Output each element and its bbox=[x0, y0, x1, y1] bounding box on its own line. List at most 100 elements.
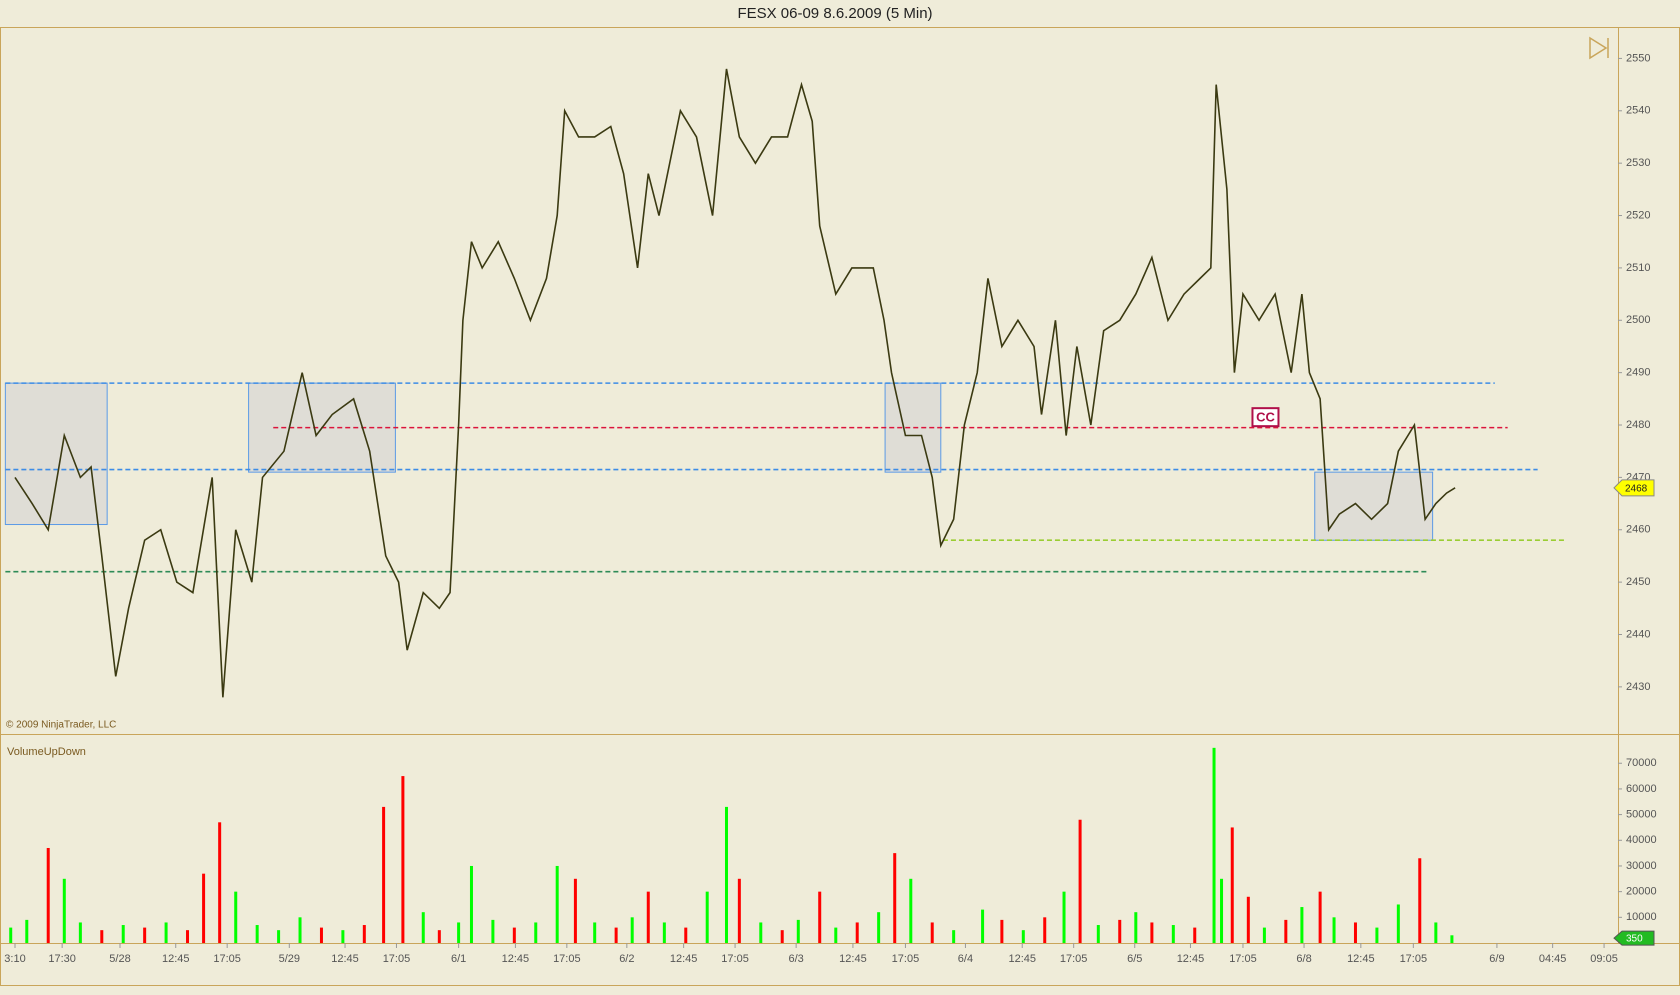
volume-bar bbox=[834, 927, 838, 943]
x-tick-label: 12:45 bbox=[502, 953, 530, 965]
y-tick-label: 20000 bbox=[1626, 886, 1657, 898]
volume-bar bbox=[930, 922, 934, 943]
volume-bar bbox=[1043, 917, 1047, 943]
volume-bar bbox=[1353, 922, 1357, 943]
volume-bar bbox=[255, 925, 259, 943]
volume-bar bbox=[646, 891, 650, 943]
y-tick-label: 2520 bbox=[1626, 209, 1650, 221]
y-tick-label: 2430 bbox=[1626, 681, 1650, 693]
volume-bar bbox=[662, 922, 666, 943]
volume-bar bbox=[401, 776, 405, 943]
range-box bbox=[1314, 471, 1434, 541]
x-tick-label: 17:05 bbox=[1060, 953, 1088, 965]
volume-bar bbox=[855, 922, 859, 943]
y-tick-label: 10000 bbox=[1626, 911, 1657, 923]
volume-bar bbox=[25, 919, 29, 943]
volume-bar bbox=[1096, 925, 1100, 943]
x-tick-label: 6/3 bbox=[788, 953, 803, 965]
x-tick-label: 12:45 bbox=[839, 953, 867, 965]
annotation-box bbox=[1251, 407, 1280, 428]
volume-bar bbox=[1450, 935, 1454, 943]
x-tick-label: 17:05 bbox=[383, 953, 411, 965]
x-tick-label: 6/9 bbox=[1489, 953, 1504, 965]
y-tick-label: 2440 bbox=[1626, 628, 1650, 640]
volume-bar bbox=[9, 927, 13, 943]
volume-bar bbox=[796, 919, 800, 943]
volume-bar bbox=[382, 806, 386, 943]
volume-bar bbox=[614, 927, 618, 943]
volume-bar bbox=[593, 922, 597, 943]
x-tick-label: 12:45 bbox=[331, 953, 359, 965]
volume-bar bbox=[1134, 912, 1138, 943]
volume-bar bbox=[573, 878, 577, 943]
volume-bar bbox=[1300, 907, 1304, 943]
volume-bar bbox=[218, 822, 222, 943]
volume-bar bbox=[62, 878, 66, 943]
x-tick-label: 6/4 bbox=[958, 953, 973, 965]
y-tick-label: 30000 bbox=[1626, 860, 1657, 872]
volume-bar bbox=[186, 930, 190, 943]
volume-bar bbox=[1230, 827, 1234, 943]
volume-bar bbox=[1220, 878, 1224, 943]
icon bbox=[1589, 36, 1609, 60]
volume-bar bbox=[1193, 927, 1197, 943]
volume-bar bbox=[1078, 819, 1082, 943]
price-line bbox=[14, 68, 1456, 698]
volume-bar bbox=[952, 930, 956, 943]
last-value: 2468 bbox=[1625, 483, 1648, 494]
y-tick-label: 2500 bbox=[1626, 314, 1650, 326]
x-tick-label: 12:45 bbox=[670, 953, 698, 965]
volume-bar bbox=[1284, 919, 1288, 943]
volume-bar bbox=[341, 930, 345, 943]
range-box bbox=[4, 382, 108, 526]
volume-bar bbox=[46, 847, 50, 943]
chart-title: FESX 06-09 8.6.2009 (5 Min) bbox=[737, 5, 932, 22]
volume-bar bbox=[705, 891, 709, 943]
x-tick-label: 04:45 bbox=[1539, 953, 1567, 965]
volume-bar bbox=[877, 912, 881, 943]
volume-bar bbox=[1118, 919, 1122, 943]
volume-bar bbox=[1375, 927, 1379, 943]
volume-bar bbox=[1332, 917, 1336, 943]
panel-title: VolumeUpDown bbox=[7, 746, 86, 758]
annotation: CC bbox=[1256, 410, 1275, 425]
volume-bar bbox=[684, 927, 688, 943]
volume-bar bbox=[437, 930, 441, 943]
volume-bar bbox=[234, 891, 238, 943]
last-value-tag bbox=[1613, 930, 1655, 946]
y-tick-label: 2510 bbox=[1626, 262, 1650, 274]
x-tick-label: 12:45 bbox=[1177, 953, 1205, 965]
volume-bar bbox=[555, 865, 559, 943]
volume-bar bbox=[202, 873, 206, 943]
scroll-end-button[interactable] bbox=[1589, 36, 1609, 60]
x-tick-label: 3:10 bbox=[4, 953, 25, 965]
y-tick-label: 2530 bbox=[1626, 157, 1650, 169]
volume-bar bbox=[1434, 922, 1438, 943]
y-tick-label: 70000 bbox=[1626, 757, 1657, 769]
x-tick-label: 5/29 bbox=[279, 953, 300, 965]
last-value-tag bbox=[1613, 479, 1655, 497]
volume-bar bbox=[981, 909, 985, 943]
x-tick-label: 6/2 bbox=[619, 953, 634, 965]
volume-bar bbox=[78, 922, 82, 943]
volume-bar bbox=[1021, 930, 1025, 943]
x-tick-label: 17:30 bbox=[48, 953, 76, 965]
volume-bar bbox=[1212, 747, 1216, 943]
volume-bar bbox=[100, 930, 104, 943]
volume-bar bbox=[298, 917, 302, 943]
volume-bar bbox=[737, 878, 741, 943]
y-tick-label: 40000 bbox=[1626, 834, 1657, 846]
volume-bar bbox=[1000, 919, 1004, 943]
volume-bar bbox=[909, 878, 913, 943]
y-tick-label: 2550 bbox=[1626, 52, 1650, 64]
x-tick-label: 6/1 bbox=[451, 953, 466, 965]
volume-bar bbox=[780, 930, 784, 943]
volume-bar bbox=[1418, 858, 1422, 943]
x-tick-label: 09:05 bbox=[1590, 953, 1618, 965]
volume-bar bbox=[121, 925, 125, 943]
x-tick-label: 5/28 bbox=[109, 953, 130, 965]
x-tick-label: 12:45 bbox=[1347, 953, 1375, 965]
volume-bar bbox=[818, 891, 822, 943]
x-tick-label: 12:45 bbox=[162, 953, 190, 965]
